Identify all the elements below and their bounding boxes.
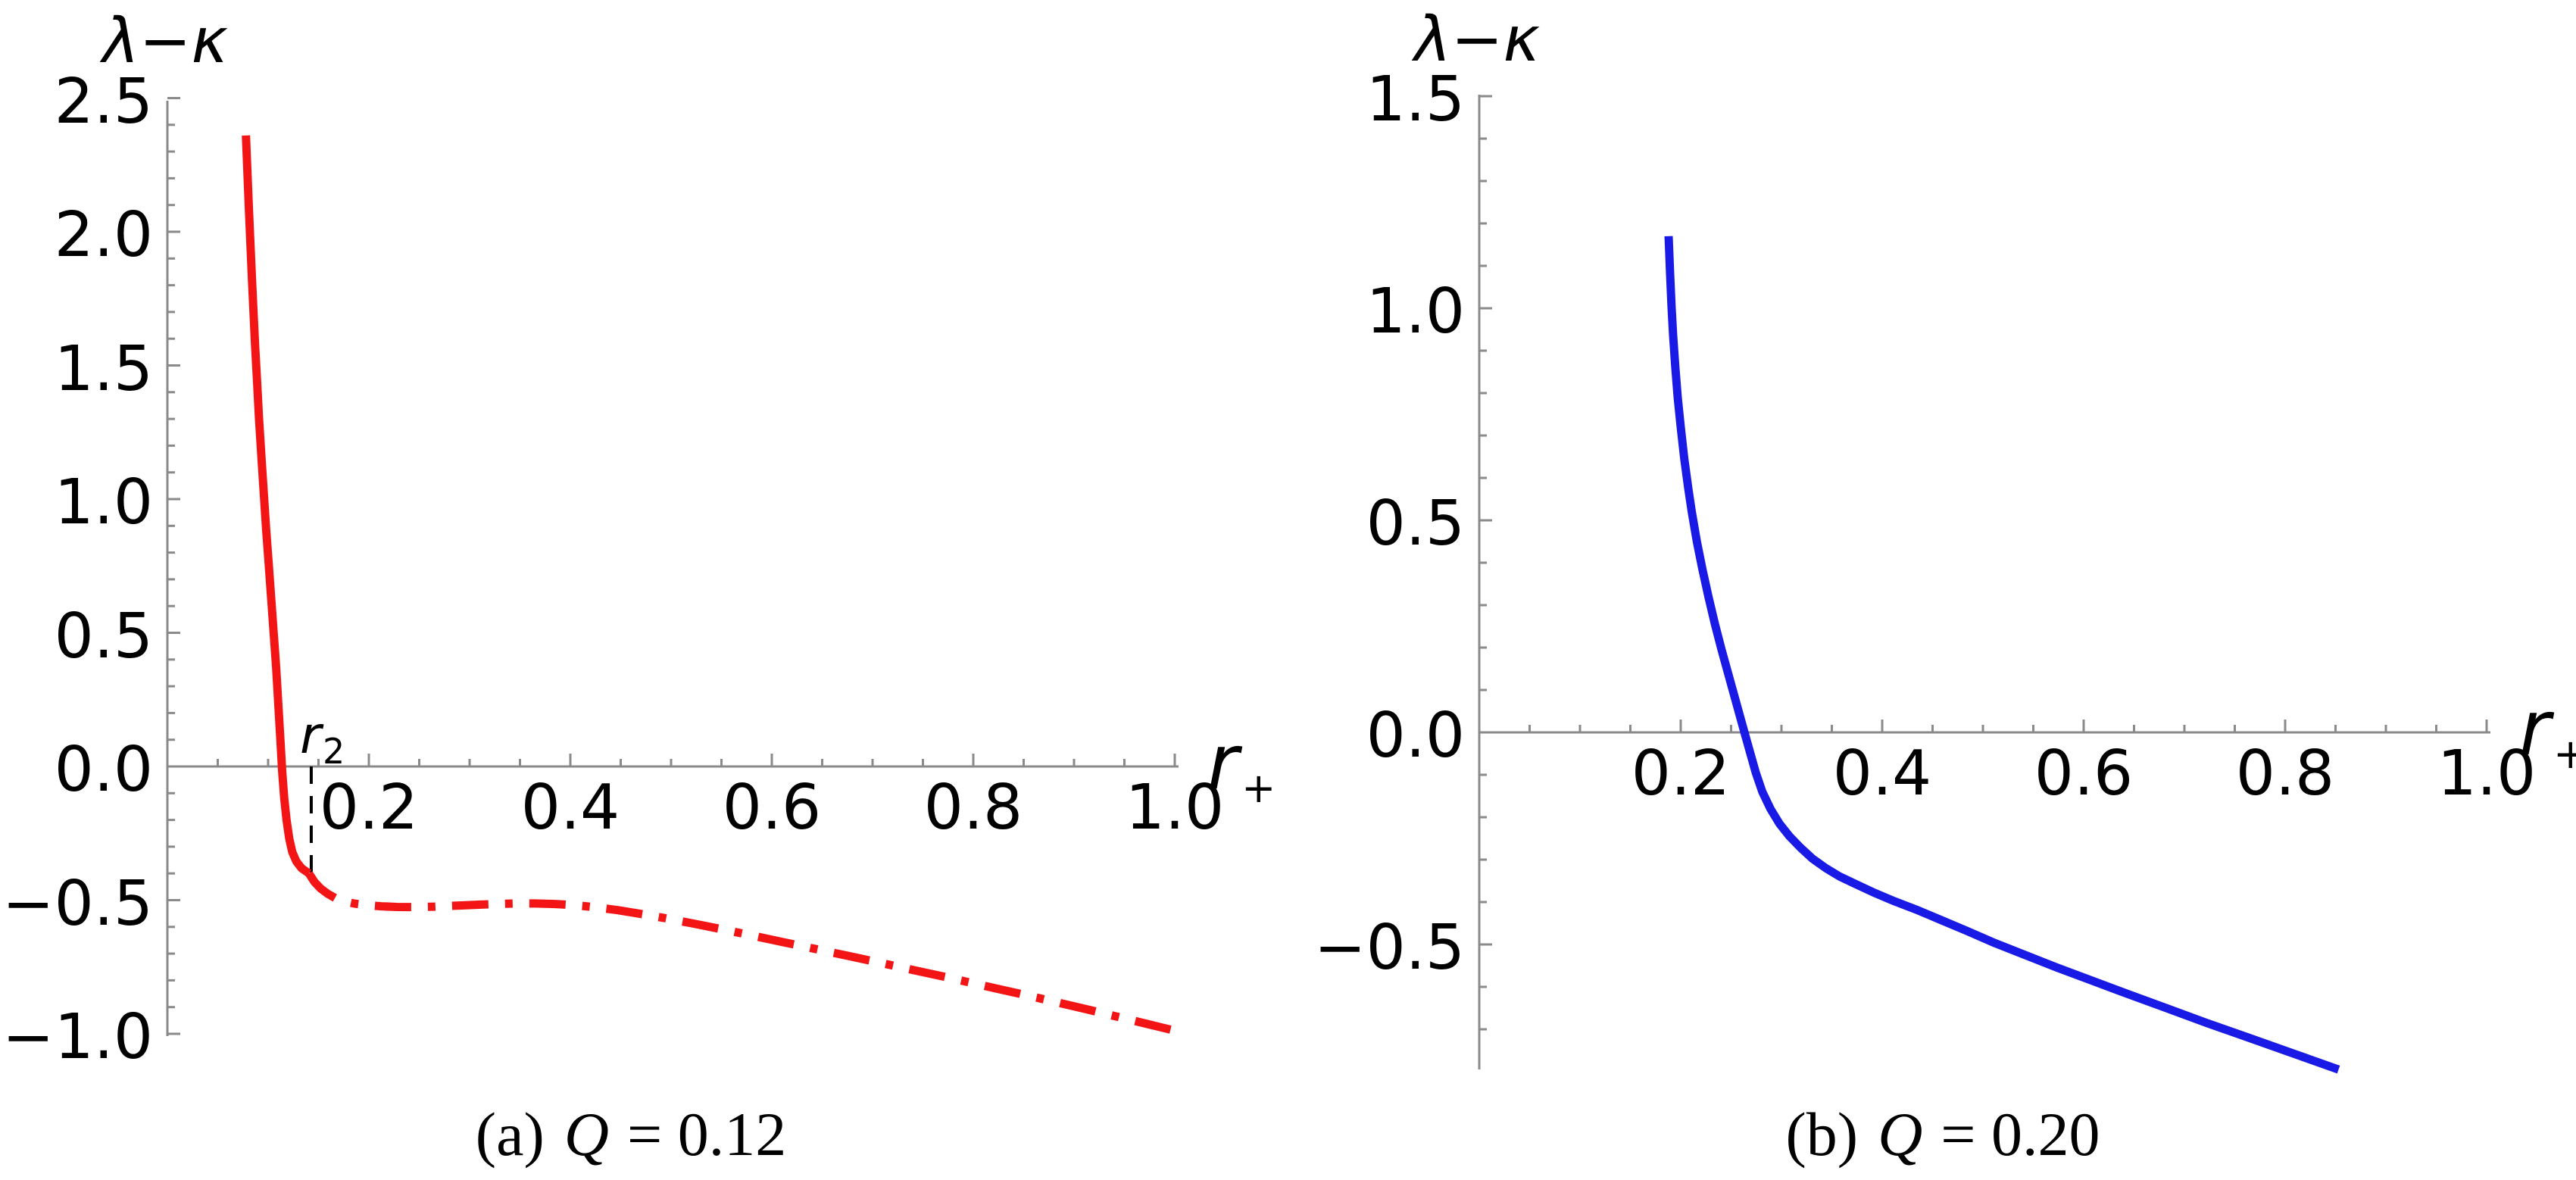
- panel-a-lambda-minus-kappa-solid-branch: [242, 135, 312, 877]
- caption-b: (b) Q = 0.20: [1785, 1097, 2100, 1172]
- panel-b-x-tick-label: 0.4: [1832, 738, 1932, 810]
- caption-a: (a) Q = 0.12: [476, 1097, 786, 1172]
- y-axis-label-a: λ−κ: [102, 5, 228, 77]
- panel-a-lambda-minus-kappa-dashdot-branch: [305, 871, 1176, 1035]
- panel-a-x-tick-label: 0.8: [923, 772, 1023, 844]
- panel-a-y-tick-label: −1.0: [2, 1001, 153, 1073]
- panel-a-x-tick-label: 1.0: [1125, 772, 1225, 844]
- annotation-r2-label: r2: [300, 710, 345, 769]
- panel-a-x-tick-label: 0.2: [319, 772, 419, 844]
- panel-b-x-tick-label: 0.8: [2235, 738, 2335, 810]
- panel-b-x-tick-label: 0.2: [1631, 738, 1731, 810]
- panel-a-y-tick-label: 0.0: [54, 734, 153, 806]
- caption-a-symbol: Q: [564, 1099, 609, 1169]
- x-axis-label-a-subscript: +: [1241, 764, 1276, 813]
- panel-b-lambda-minus-kappa-curve: [1664, 236, 2340, 1074]
- caption-b-index: (b): [1785, 1099, 1859, 1169]
- caption-b-symbol: Q: [1878, 1099, 1923, 1169]
- panel-b-y-tick-label: −0.5: [1313, 912, 1465, 984]
- panel-a-y-tick-label: −0.5: [2, 867, 153, 940]
- panel-b-x-tick-label: 1.0: [2437, 738, 2537, 810]
- x-axis-label-b-subscript: +: [2553, 730, 2576, 779]
- panel-a-y-tick-label: 2.0: [54, 199, 153, 271]
- annotation-r2-base: r: [300, 706, 321, 766]
- panel-a-y-tick-label: 0.5: [54, 600, 153, 673]
- panel-b-y-tick-label: 1.0: [1366, 276, 1465, 348]
- annotation-r2-sub: 2: [322, 730, 345, 772]
- panel-a-y-tick-label: 1.5: [54, 332, 153, 405]
- y-axis-label-b: λ−κ: [1414, 4, 1540, 76]
- panel-a-y-tick-label: 2.5: [54, 65, 153, 138]
- x-axis-label-a-base: r: [1207, 718, 1239, 807]
- panel-b-y-tick-label: 0.5: [1366, 488, 1465, 560]
- x-axis-label-b: r+: [2519, 691, 2576, 775]
- panel-b-y-tick-label: 0.0: [1366, 700, 1465, 772]
- caption-a-value: = 0.12: [626, 1099, 787, 1169]
- panel-b-y-tick-label: 1.5: [1366, 64, 1465, 136]
- x-axis-label-a: r+: [1207, 725, 1276, 809]
- caption-b-value: = 0.20: [1941, 1099, 2100, 1169]
- caption-a-index: (a): [475, 1099, 545, 1169]
- x-axis-label-b-base: r: [2519, 684, 2551, 773]
- panel-a-x-tick-label: 0.6: [722, 772, 822, 844]
- panel-a-y-tick-label: 1.0: [54, 467, 153, 538]
- panel-a-x-tick-label: 0.4: [520, 772, 620, 844]
- panel-b-x-tick-label: 0.6: [2034, 738, 2134, 810]
